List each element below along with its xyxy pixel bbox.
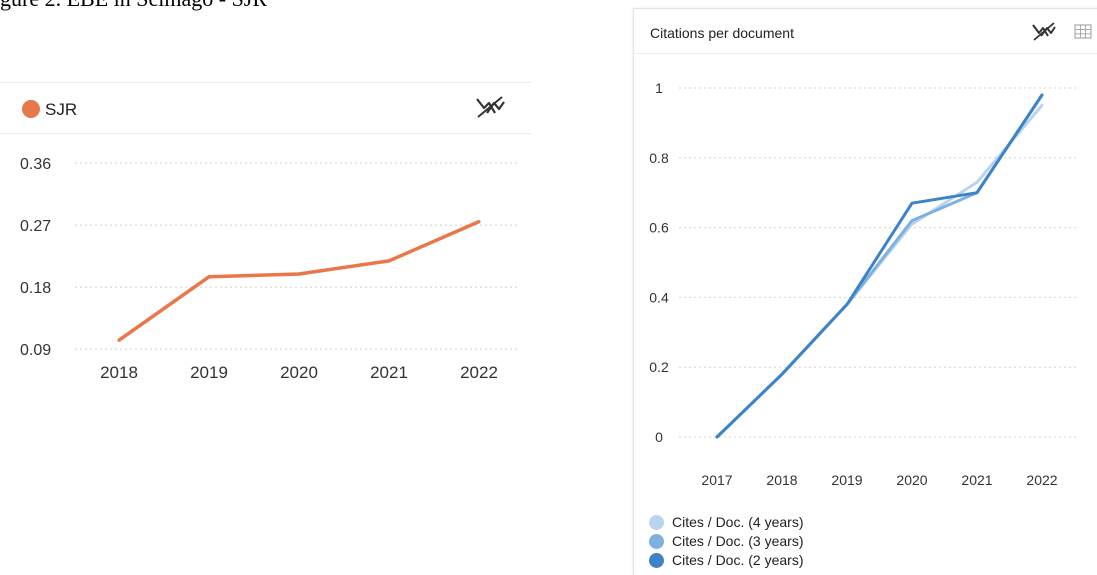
data-point (297, 272, 301, 276)
y-tick-label: 0.8 (649, 150, 669, 166)
citations-chart-header: Citations per document (634, 9, 1097, 54)
x-tick-label: 2021 (961, 472, 992, 488)
sjr-legend-label[interactable]: SJR (45, 100, 78, 119)
figure-caption: gure 2. EBE in Scimago - SJR (0, 0, 267, 12)
data-point (117, 338, 121, 342)
y-tick-label: 0.2 (649, 359, 669, 375)
x-tick-label: 2019 (831, 472, 862, 488)
data-point (975, 191, 979, 194)
data-point (975, 180, 979, 184)
y-tick-label: 1 (655, 80, 663, 96)
sjr-line-chart: 0.09 0.18 0.27 0.36 2018 2019 2020 2021 2022 (20, 156, 520, 382)
sjr-chart-card: SJR 0.09 0.18 0.27 0.36 2018 2019 2020 2021 2022 (0, 82, 531, 412)
series-line-sjr (117, 219, 480, 342)
y-tick-label: 0.27 (20, 218, 51, 235)
x-tick-label: 2020 (280, 363, 318, 382)
data-point (910, 201, 914, 205)
x-tick-label: 2017 (701, 472, 732, 488)
legend-dot (649, 553, 664, 568)
data-point (910, 219, 914, 222)
x-tick-label: 2021 (370, 363, 408, 382)
data-point (477, 220, 481, 224)
trend-chart-icon[interactable] (1031, 22, 1057, 47)
x-tick-label: 2022 (1026, 472, 1057, 488)
legend-label: Cites / Doc. (4 years) (672, 514, 804, 530)
trend-chart-icon[interactable] (474, 95, 506, 126)
y-tick-label: 0.4 (649, 289, 669, 305)
x-tick-label: 2018 (766, 472, 797, 488)
data-point (780, 372, 784, 376)
x-tick-label: 2020 (896, 472, 927, 488)
data-point (207, 275, 211, 279)
y-tick-label: 0.36 (20, 156, 51, 173)
citations-line-chart: 0 0.2 0.4 0.6 0.8 1 2017 2018 2019 2020 2021 2022 (649, 80, 1078, 488)
legend-label: Cites / Doc. (3 years) (672, 533, 804, 549)
data-point (845, 303, 849, 306)
y-tick-label: 0.6 (649, 220, 669, 236)
sjr-chart-header: SJR (0, 82, 531, 134)
y-tick-label: 0.18 (20, 280, 51, 297)
series-line-3 (715, 93, 1044, 439)
legend-label: Cites / Doc. (2 years) (672, 552, 804, 568)
data-point (387, 259, 391, 263)
x-tick-label: 2019 (190, 363, 228, 382)
data-point (715, 435, 719, 439)
x-tick-label: 2018 (100, 363, 138, 382)
citations-chart-title: Citations per document (650, 25, 794, 41)
x-tick-label: 2022 (460, 363, 498, 382)
y-tick-label: 0.09 (20, 342, 51, 359)
series-line-1 (715, 103, 1044, 439)
y-tick-label: 0 (655, 429, 663, 445)
table-icon[interactable] (1074, 24, 1092, 45)
data-point (1040, 93, 1044, 97)
sjr-legend-dot (22, 100, 40, 118)
citations-chart-card: Citations per document 0 0.2 0.4 0.6 0.8 1 201… (633, 8, 1097, 575)
legend-dot (649, 534, 664, 549)
legend-dot (649, 515, 664, 530)
data-point (1040, 104, 1044, 107)
